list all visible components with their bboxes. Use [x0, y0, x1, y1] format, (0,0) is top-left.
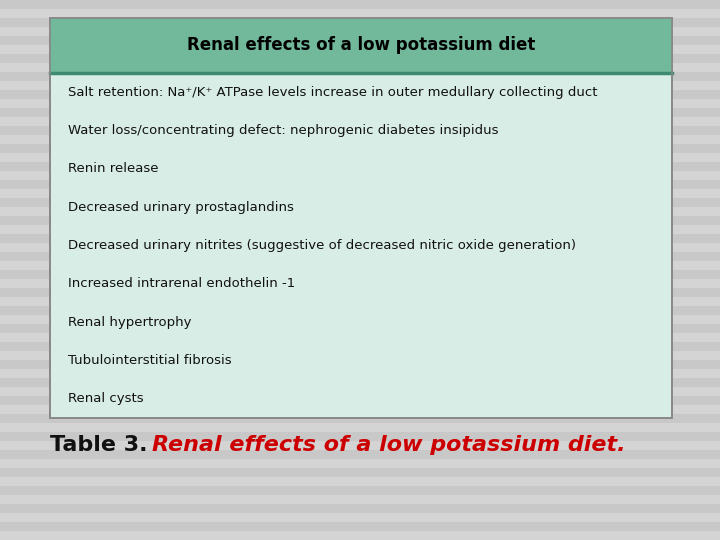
Bar — [0, 288, 720, 297]
Bar — [0, 270, 720, 279]
Bar — [0, 306, 720, 315]
Bar — [0, 90, 720, 99]
Bar — [0, 54, 720, 63]
Text: Increased intrarenal endothelin -1: Increased intrarenal endothelin -1 — [68, 278, 295, 291]
Text: Renin release: Renin release — [68, 163, 158, 176]
Bar — [0, 432, 720, 441]
Bar — [0, 198, 720, 207]
Text: Renal hypertrophy: Renal hypertrophy — [68, 316, 192, 329]
Bar — [0, 378, 720, 387]
Bar — [0, 18, 720, 27]
Text: Renal effects of a low potassium diet.: Renal effects of a low potassium diet. — [151, 435, 625, 455]
Bar — [0, 486, 720, 495]
Bar — [0, 450, 720, 459]
Text: Decreased urinary nitrites (suggestive of decreased nitric oxide generation): Decreased urinary nitrites (suggestive o… — [68, 239, 576, 252]
Bar — [50, 18, 672, 418]
Bar — [0, 252, 720, 261]
Bar — [0, 180, 720, 189]
Bar — [0, 342, 720, 351]
Bar — [0, 396, 720, 405]
Text: Salt retention: Na⁺/K⁺ ATPase levels increase in outer medullary collecting duct: Salt retention: Na⁺/K⁺ ATPase levels inc… — [68, 86, 598, 99]
Text: Table 3.: Table 3. — [50, 435, 148, 455]
Bar — [0, 72, 720, 81]
Text: Renal effects of a low potassium diet: Renal effects of a low potassium diet — [186, 37, 535, 55]
Bar — [0, 162, 720, 171]
Bar — [0, 126, 720, 135]
Bar — [0, 414, 720, 423]
Bar — [0, 360, 720, 369]
Bar — [0, 36, 720, 45]
Bar — [0, 216, 720, 225]
Bar — [0, 0, 720, 9]
Text: Tubulointerstitial fibrosis: Tubulointerstitial fibrosis — [68, 354, 232, 367]
Bar — [0, 522, 720, 531]
Bar — [50, 18, 672, 73]
Bar — [0, 234, 720, 243]
Text: Renal cysts: Renal cysts — [68, 393, 143, 406]
Bar — [50, 18, 672, 418]
Bar — [0, 504, 720, 513]
Text: Water loss/concentrating defect: nephrogenic diabetes insipidus: Water loss/concentrating defect: nephrog… — [68, 124, 498, 137]
Bar — [0, 324, 720, 333]
Bar — [0, 144, 720, 153]
Bar — [0, 468, 720, 477]
Text: Decreased urinary prostaglandins: Decreased urinary prostaglandins — [68, 201, 294, 214]
Bar — [0, 108, 720, 117]
